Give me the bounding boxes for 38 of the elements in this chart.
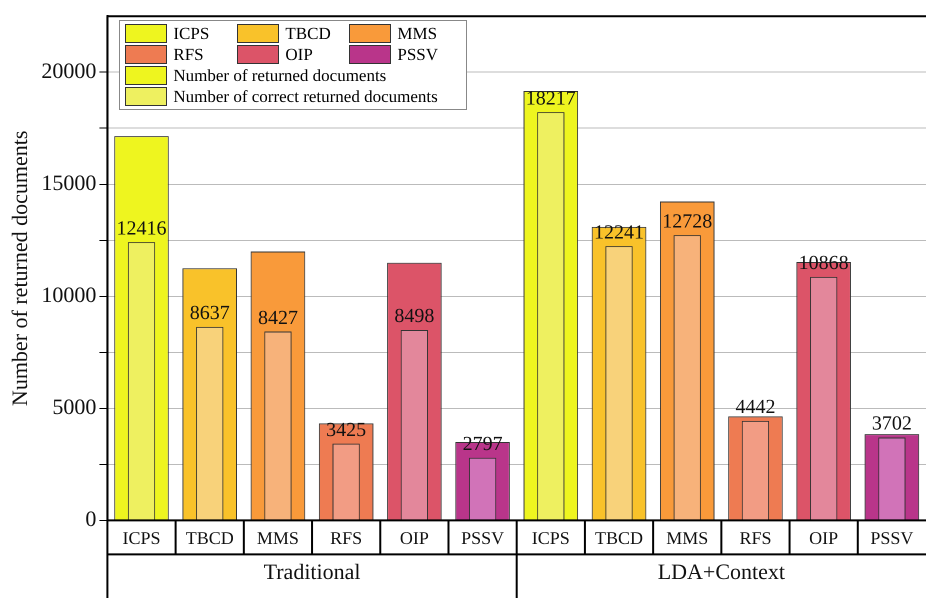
category-label: OIP [285, 45, 313, 64]
x-tick-label: RFS [739, 528, 772, 548]
data-label: 18217 [526, 87, 576, 110]
x-tick-label: TBCD [186, 528, 234, 548]
category-label: MMS [397, 24, 438, 44]
data-label: 3702 [872, 412, 912, 435]
data-label: 8498 [394, 305, 434, 328]
category-label: TBCD [285, 24, 331, 44]
legend-label: Number of returned documents [172, 65, 388, 86]
text: LDA+Context [658, 559, 785, 584]
x-tick-label: OIP [400, 528, 429, 548]
x-tick-label: TBCD [595, 528, 644, 548]
data-label: 4442 [735, 396, 776, 418]
x-tick-label: MMS [256, 528, 299, 548]
x-tick-label: PSSV [461, 528, 504, 548]
x-tick-label: PSSV [870, 528, 914, 548]
y-tick-label: 5000 [52, 394, 96, 420]
data-label: 8427 [258, 306, 298, 329]
text: Traditional [264, 559, 361, 584]
category-label: PSSV [397, 45, 438, 64]
y-axis-title: Number of returned documents [6, 130, 32, 406]
x-tick-label: RFS [330, 528, 362, 548]
y-tick-label: 15000 [41, 170, 96, 196]
x-tick-label: MMS [666, 528, 708, 548]
data-label: 12728 [662, 210, 712, 232]
legend-label: Number of correct returned documents [172, 86, 439, 108]
category-label: ICPS [173, 24, 210, 44]
category-label: RFS [173, 45, 204, 64]
x-tick-label: ICPS [532, 528, 570, 548]
data-label: 3425 [326, 418, 366, 441]
data-label: 12416 [116, 217, 167, 240]
data-label: 8637 [190, 302, 230, 324]
x-tick-label: OIP [809, 528, 838, 548]
data-label: 12241 [594, 221, 644, 244]
x-tick-label: ICPS [122, 528, 161, 548]
y-tick-label: 10000 [41, 282, 96, 308]
y-tick-label: 0 [85, 506, 96, 532]
y-tick-label: 20000 [41, 58, 96, 84]
